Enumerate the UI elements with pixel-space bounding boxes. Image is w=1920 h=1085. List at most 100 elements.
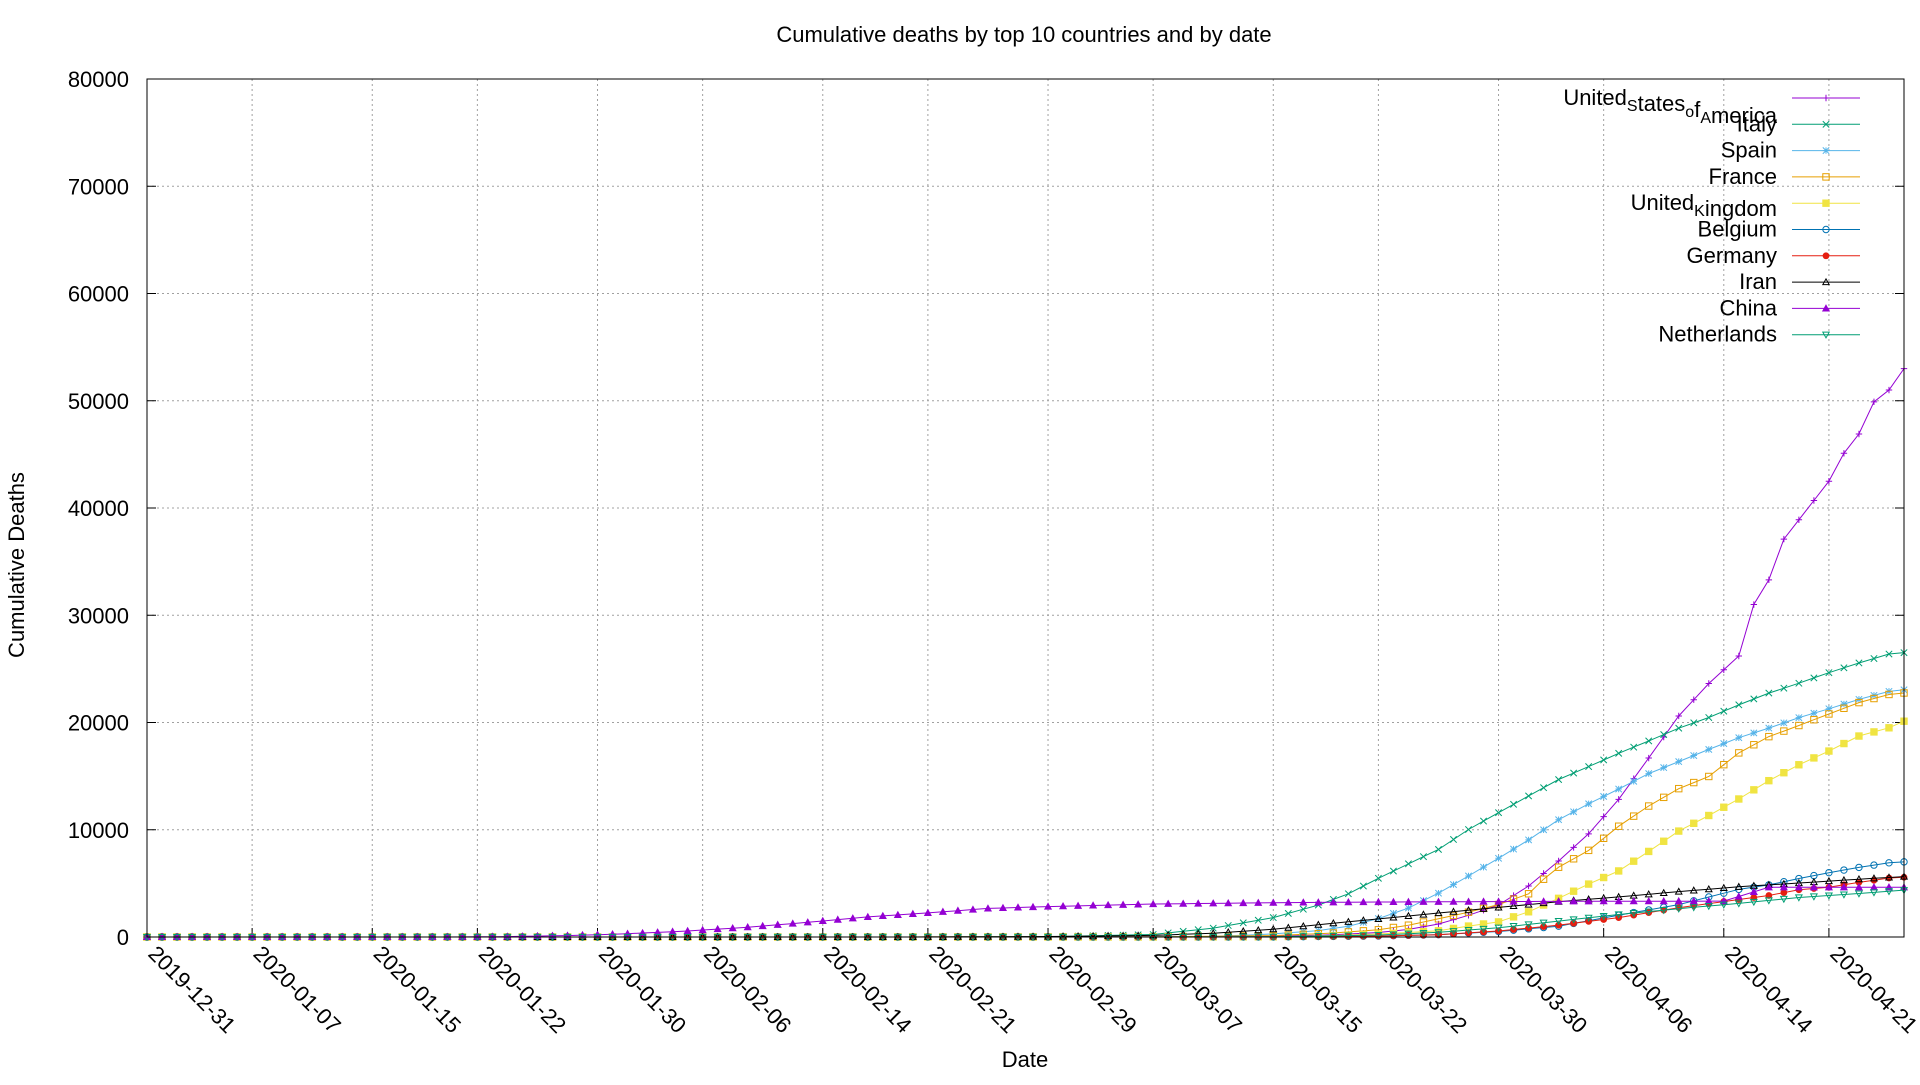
legend-label: Italy: [1737, 111, 1777, 136]
data-point: [1780, 719, 1788, 727]
legend-swatch-marker: [1822, 120, 1830, 128]
data-point: [1209, 924, 1217, 932]
data-point: [1659, 896, 1668, 905]
data-point: [1659, 907, 1668, 915]
data-point: [1555, 857, 1562, 865]
data-point: [1449, 835, 1458, 844]
x-tick-label: 2020-02-29: [1044, 941, 1141, 1038]
data-point: [1449, 897, 1458, 905]
data-point: [1660, 837, 1668, 845]
legend-swatch-marker: [1821, 331, 1831, 339]
data-point: [1764, 897, 1773, 905]
series-line: [147, 861, 1905, 938]
legend-item: Netherlands: [1658, 322, 1860, 347]
data-point: [1450, 916, 1457, 923]
data-point: [1704, 902, 1713, 911]
data-point: [1600, 756, 1608, 764]
data-point: [1855, 732, 1863, 740]
data-point: [1479, 817, 1488, 825]
data-point: [1028, 932, 1038, 940]
data-point: [1795, 679, 1803, 687]
data-point: [1840, 704, 1848, 712]
data-point: [1449, 881, 1458, 889]
y-tick-label: 40000: [68, 496, 129, 521]
data-point: [1705, 772, 1713, 781]
data-point: [1525, 882, 1532, 890]
data-point: [1539, 875, 1548, 883]
data-point: [1824, 883, 1833, 891]
y-tick-label: 60000: [68, 282, 129, 307]
data-point: [1389, 867, 1397, 875]
chart-title: Cumulative deaths by top 10 countries an…: [776, 22, 1271, 47]
data-point: [1794, 894, 1803, 902]
data-point: [1419, 929, 1428, 938]
data-point: [1374, 932, 1383, 940]
data-point: [1569, 897, 1578, 905]
x-tick-label: 2020-01-07: [249, 941, 346, 1038]
data-point: [1615, 749, 1623, 757]
x-tick-label: 2020-01-15: [369, 941, 466, 1038]
data-point: [1179, 899, 1188, 907]
data-point: [1419, 910, 1428, 918]
y-tick-label: 0: [117, 925, 129, 950]
data-point: [788, 919, 797, 927]
data-point: [1525, 792, 1533, 800]
data-point: [1645, 847, 1653, 856]
data-point: [1404, 921, 1413, 929]
data-point: [1854, 890, 1863, 898]
data-point: [1765, 892, 1773, 899]
data-point: [1825, 747, 1833, 755]
data-point: [1614, 896, 1623, 905]
data-point: [1599, 913, 1608, 921]
data-point: [1314, 898, 1323, 906]
data-point: [938, 907, 947, 915]
data-point: [1510, 800, 1518, 808]
data-point: [1464, 906, 1473, 914]
legend-swatch-marker: [1821, 304, 1831, 312]
x-tick-label: 2020-03-07: [1150, 941, 1247, 1038]
series-italy: [143, 649, 1908, 941]
data-point: [1510, 845, 1518, 853]
y-tick-label: 80000: [68, 67, 129, 92]
legend-label: Spain: [1721, 138, 1777, 163]
data-point: [1524, 921, 1533, 929]
data-point: [683, 926, 692, 935]
data-point: [1614, 867, 1623, 875]
data-point: [1855, 863, 1863, 872]
data-point: [1840, 450, 1848, 457]
data-point: [1660, 793, 1668, 802]
data-point: [1884, 888, 1894, 896]
data-point: [1404, 897, 1413, 905]
data-point: [1449, 911, 1458, 920]
data-point: [1825, 710, 1833, 718]
data-point: [1479, 904, 1488, 912]
data-point: [1795, 721, 1803, 730]
data-point: [1644, 890, 1653, 898]
legend-swatch-marker: [1822, 225, 1830, 234]
data-point: [1660, 731, 1668, 739]
data-point: [1524, 890, 1533, 898]
data-point: [1479, 925, 1488, 934]
data-point: [1750, 786, 1758, 794]
legend-item: China: [1720, 295, 1860, 320]
data-point: [1434, 889, 1443, 897]
data-point: [1524, 897, 1533, 905]
data-point: [1329, 924, 1337, 932]
data-point: [1389, 913, 1398, 921]
data-point: [1494, 918, 1503, 926]
data-point: [1374, 874, 1382, 882]
data-point: [1645, 737, 1653, 745]
y-tick-label: 30000: [68, 603, 129, 628]
data-point: [1885, 724, 1893, 732]
data-point: [1524, 908, 1533, 916]
data-point: [1089, 901, 1098, 909]
data-point: [1705, 811, 1713, 820]
data-point: [1840, 866, 1848, 874]
data-point: [1735, 795, 1743, 803]
data-point: [1780, 889, 1788, 897]
data-point: [1359, 897, 1368, 906]
x-tick-label: 2020-02-14: [819, 941, 916, 1038]
data-point: [1810, 709, 1818, 717]
data-point: [1479, 920, 1488, 928]
